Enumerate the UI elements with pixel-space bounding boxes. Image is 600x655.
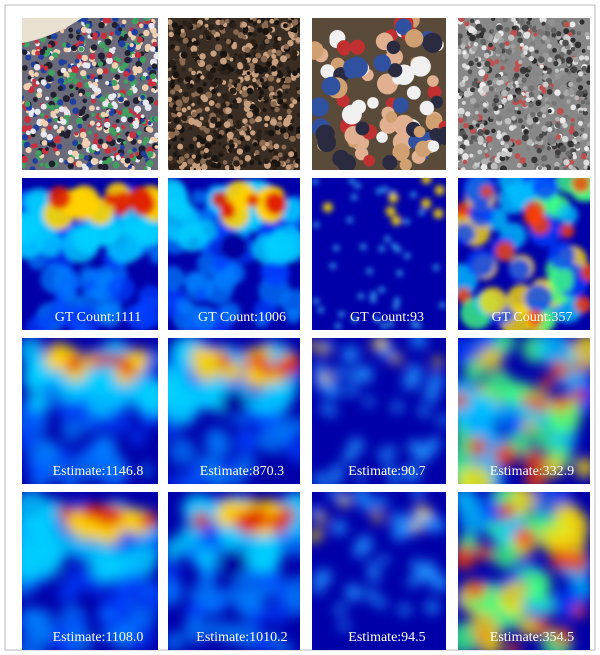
figure: GT Count:1111 GT Count:1006 GT Count:93 GT … — [0, 0, 600, 655]
photo — [455, 15, 593, 173]
density-map — [309, 487, 449, 650]
photo — [20, 15, 161, 172]
photo — [165, 15, 303, 172]
count-label: Estimate:1010.2 — [196, 630, 287, 645]
count-label: GT Count:1006 — [198, 310, 286, 325]
count-label: Estimate:1108.0 — [53, 630, 144, 645]
count-label: Estimate:332.9 — [490, 464, 574, 479]
count-label: GT Count:93 — [350, 310, 424, 325]
count-label: Estimate:354.5 — [490, 630, 574, 645]
count-label: Estimate:94.5 — [348, 630, 425, 645]
count-label: GT Count:357 — [491, 310, 572, 325]
count-label: Estimate:870.3 — [200, 464, 284, 479]
count-label: Estimate:1146.8 — [53, 464, 144, 479]
count-label: GT Count:1111 — [55, 310, 141, 325]
count-label: Estimate:90.7 — [348, 464, 425, 479]
density-map — [448, 481, 593, 655]
photo — [305, 11, 455, 173]
density-map — [312, 174, 446, 330]
